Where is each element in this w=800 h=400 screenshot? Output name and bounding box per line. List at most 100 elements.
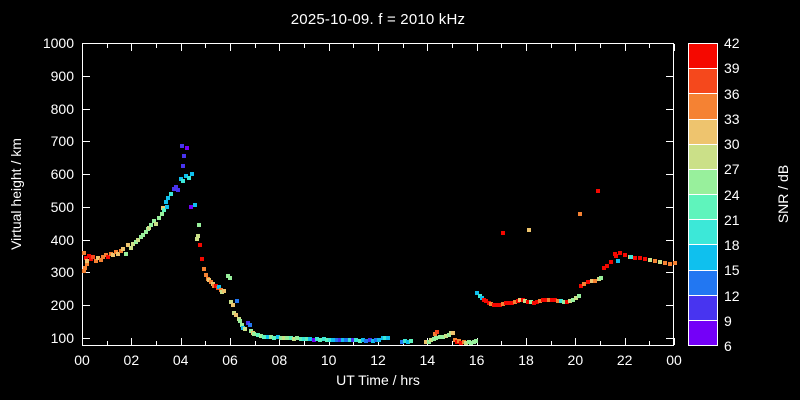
data-point	[528, 300, 533, 305]
x-tick-label: 14	[419, 352, 436, 368]
data-point	[194, 236, 199, 241]
data-point	[632, 255, 637, 260]
colorbar-tick-label: 6	[724, 338, 732, 354]
data-point	[576, 293, 581, 298]
x-tick-label: 20	[567, 352, 584, 368]
data-point	[555, 298, 560, 303]
data-point	[595, 189, 600, 194]
data-point	[484, 299, 489, 304]
data-point	[599, 275, 604, 280]
data-point	[367, 338, 372, 343]
y-tick	[666, 338, 673, 339]
data-point	[564, 300, 569, 305]
x-tick	[82, 338, 83, 345]
colorbar-segment	[689, 295, 717, 320]
x-tick	[674, 44, 675, 51]
colorbar-tick-label: 15	[724, 262, 740, 279]
data-point	[232, 310, 237, 315]
data-point	[238, 318, 243, 323]
y-tick	[666, 240, 673, 241]
x-tick	[526, 338, 527, 345]
data-point	[86, 253, 91, 258]
data-point	[187, 175, 192, 180]
x-tick	[156, 341, 157, 345]
data-point	[88, 256, 93, 261]
x-tick-label: 08	[271, 352, 288, 368]
y-tick	[83, 76, 90, 77]
data-point	[435, 330, 440, 335]
data-point	[351, 338, 356, 343]
data-point	[121, 246, 126, 251]
data-point	[314, 337, 319, 342]
data-point	[285, 336, 290, 341]
x-axis-label: UT Time / hrs	[336, 372, 420, 388]
data-point	[113, 250, 118, 255]
x-tick	[353, 44, 354, 48]
x-tick	[526, 44, 527, 51]
data-point	[347, 338, 352, 343]
data-point	[146, 226, 151, 231]
data-point	[540, 298, 545, 303]
y-tick	[666, 272, 673, 273]
x-tick	[427, 44, 428, 51]
data-point	[471, 340, 476, 345]
data-point	[475, 290, 480, 295]
data-point	[247, 323, 252, 328]
y-tick	[83, 109, 90, 110]
x-tick	[501, 341, 502, 345]
y-tick	[666, 109, 673, 110]
x-tick	[255, 44, 256, 48]
colorbar-segment	[689, 144, 717, 169]
data-point	[409, 339, 414, 344]
data-point	[652, 258, 657, 263]
x-tick	[575, 44, 576, 51]
x-tick	[378, 44, 379, 51]
data-point	[360, 338, 365, 343]
x-tick	[131, 338, 132, 345]
data-point	[164, 205, 169, 210]
data-point	[629, 254, 634, 259]
data-point	[552, 298, 557, 303]
y-tick	[666, 207, 673, 208]
data-point	[579, 284, 584, 289]
x-tick	[181, 338, 182, 345]
colorbar-tick-label: 27	[724, 161, 740, 178]
x-tick-label: 16	[468, 352, 485, 368]
data-point	[328, 337, 333, 342]
data-point	[262, 334, 267, 339]
data-point	[184, 145, 189, 150]
data-point	[561, 300, 566, 305]
x-tick-label: 04	[172, 352, 189, 368]
x-tick	[329, 44, 330, 51]
x-tick-label: 06	[222, 352, 238, 368]
data-point	[344, 338, 349, 343]
y-tick	[666, 174, 673, 175]
data-point	[182, 153, 187, 158]
data-point	[461, 340, 466, 345]
colorbar-label: SNR / dB	[775, 164, 791, 224]
data-point	[197, 243, 202, 248]
data-point	[282, 335, 287, 340]
data-point	[357, 338, 362, 343]
data-point	[84, 262, 89, 267]
data-point	[527, 228, 532, 233]
y-tick-label: 700	[50, 133, 74, 150]
data-point	[515, 298, 520, 303]
data-point	[235, 298, 240, 303]
y-tick	[83, 338, 90, 339]
data-point	[103, 252, 108, 257]
data-point	[149, 223, 154, 228]
colorbar-segment	[689, 69, 717, 94]
data-point	[116, 251, 121, 256]
data-point	[354, 338, 359, 343]
data-point	[240, 325, 245, 330]
data-point	[123, 251, 128, 256]
colorbar-tick-label: 39	[724, 60, 740, 77]
data-point	[567, 299, 572, 304]
data-point	[207, 277, 212, 282]
x-tick	[131, 44, 132, 51]
data-point	[295, 336, 300, 341]
x-tick-label: 00	[74, 352, 90, 368]
colorbar-segment	[689, 169, 717, 195]
